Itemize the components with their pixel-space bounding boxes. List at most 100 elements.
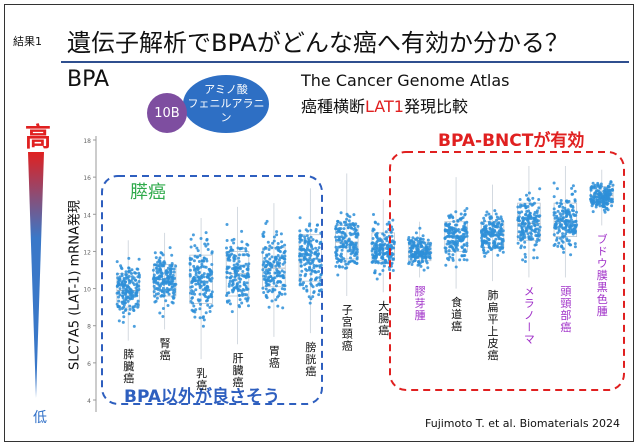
data-point — [277, 258, 281, 262]
data-point — [345, 212, 349, 216]
data-point — [154, 256, 158, 260]
data-point — [267, 252, 271, 256]
data-point — [311, 238, 315, 242]
data-point — [516, 235, 520, 239]
data-point — [444, 229, 448, 233]
category-label: 膠芽腫 — [413, 285, 426, 321]
data-point — [409, 257, 413, 261]
data-point — [261, 286, 265, 290]
data-point — [591, 181, 595, 185]
data-point — [384, 230, 388, 234]
data-point — [572, 227, 576, 231]
data-point — [117, 295, 120, 299]
data-point — [523, 252, 527, 256]
data-point — [454, 245, 458, 249]
data-point — [318, 276, 322, 279]
data-point — [344, 245, 348, 249]
data-point — [568, 220, 572, 224]
data-point — [271, 288, 275, 292]
data-point — [115, 260, 119, 264]
data-point — [228, 279, 232, 283]
data-point — [236, 287, 240, 291]
data-point — [536, 223, 540, 227]
data-point — [411, 252, 415, 256]
data-point — [532, 256, 536, 260]
boron-bubble: 10B — [147, 93, 187, 133]
data-point — [270, 299, 274, 303]
data-point — [231, 282, 235, 286]
data-point — [371, 247, 375, 251]
data-point — [230, 288, 234, 292]
data-point — [374, 261, 378, 264]
y-tick-label: 14 — [83, 212, 91, 219]
data-point — [155, 267, 159, 271]
data-point — [348, 245, 352, 249]
data-point — [573, 242, 577, 246]
data-point — [558, 229, 561, 233]
data-point — [232, 257, 236, 261]
category-label: 膵臓癌 — [122, 348, 135, 384]
data-point — [415, 248, 419, 252]
data-point — [273, 271, 277, 275]
data-point — [571, 184, 575, 188]
data-point — [204, 288, 208, 292]
data-point — [483, 231, 487, 235]
data-point — [448, 255, 452, 259]
data-point — [596, 181, 600, 185]
data-point — [532, 213, 536, 216]
data-point — [243, 293, 247, 296]
data-point — [172, 267, 176, 271]
category-label: 乳癌 — [195, 367, 208, 391]
citation: Fujimoto T. et al. Biomaterials 2024 — [425, 417, 621, 430]
data-point — [561, 212, 565, 216]
data-point — [526, 218, 530, 222]
data-point — [537, 206, 541, 210]
data-point — [199, 280, 203, 284]
data-point — [355, 235, 359, 239]
data-point — [425, 261, 429, 265]
data-point — [565, 239, 569, 243]
data-point — [527, 222, 531, 226]
data-point — [225, 299, 229, 303]
category-label: 大腸癌 — [377, 299, 390, 336]
data-point — [538, 187, 542, 191]
data-point — [161, 279, 165, 283]
data-point — [610, 197, 614, 201]
data-point — [124, 270, 128, 274]
data-point — [424, 248, 428, 252]
y-ticks: 4 6 8 10 12 14 16 18 — [83, 138, 96, 405]
y-tick-label: 10 — [83, 287, 91, 294]
data-point — [306, 260, 310, 264]
data-point — [573, 245, 577, 249]
data-point — [116, 291, 120, 295]
data-point — [413, 237, 417, 241]
data-point — [120, 282, 124, 286]
data-point — [575, 210, 578, 214]
data-point — [519, 238, 523, 242]
data-point — [188, 261, 192, 265]
data-point — [235, 282, 239, 286]
data-point — [122, 278, 126, 282]
data-point — [484, 213, 488, 217]
data-point — [155, 269, 159, 273]
data-point — [451, 216, 455, 220]
data-point — [274, 298, 278, 302]
data-point — [156, 282, 160, 286]
data-point — [456, 234, 459, 238]
data-point — [167, 292, 171, 296]
data-point — [390, 261, 394, 265]
scale-high-label: 高 — [25, 123, 52, 153]
data-point — [166, 277, 170, 281]
data-point — [519, 244, 523, 248]
data-point — [318, 258, 322, 262]
data-point — [375, 277, 379, 281]
data-point — [225, 265, 229, 269]
data-point — [268, 257, 272, 261]
data-point — [165, 290, 169, 294]
data-point — [418, 254, 422, 258]
data-point — [371, 229, 375, 233]
data-point — [391, 228, 395, 231]
data-point — [194, 273, 198, 277]
data-point — [465, 207, 469, 210]
data-point — [592, 200, 596, 204]
